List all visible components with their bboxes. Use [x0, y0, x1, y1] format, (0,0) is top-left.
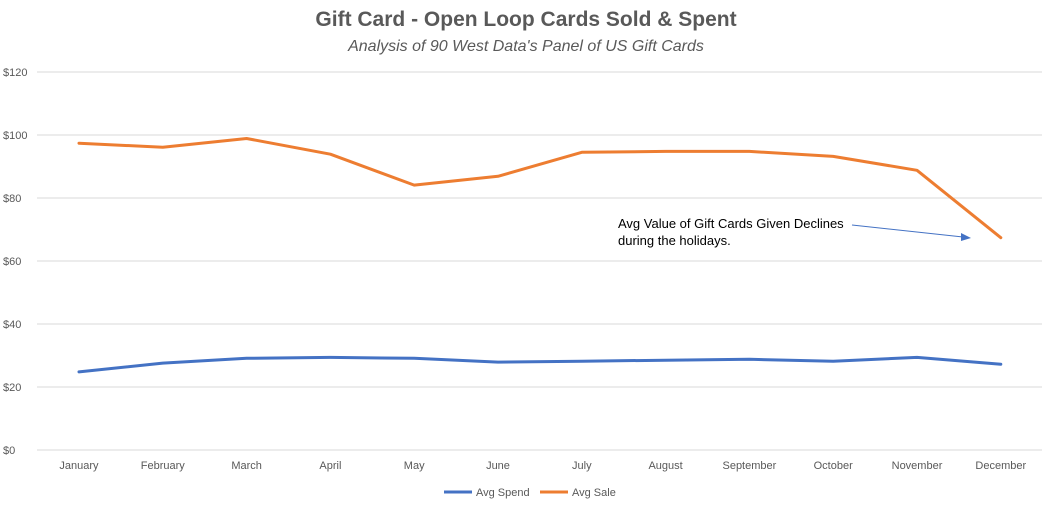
y-tick-label: $100 — [3, 130, 27, 142]
y-tick-label: $80 — [3, 193, 21, 205]
x-tick-label: May — [404, 460, 425, 472]
x-tick-label: January — [59, 460, 99, 472]
annotation-arrow — [851, 224, 964, 238]
x-tick-label: April — [319, 460, 341, 472]
x-tick-label: September — [722, 460, 776, 472]
x-tick-label: August — [648, 460, 682, 472]
annotation: Avg Value of Gift Cards Given Declines d… — [618, 216, 971, 248]
series-lines — [77, 137, 1003, 374]
x-tick-label: March — [231, 460, 262, 472]
series-line-avg-sale — [77, 137, 1003, 240]
annotation-line-2: during the holidays. — [618, 233, 731, 248]
x-tick-label: July — [572, 460, 592, 472]
series-line-avg-spend — [77, 355, 1003, 374]
x-tick-label: November — [892, 460, 943, 472]
chart-subtitle: Analysis of 90 West Data's Panel of US G… — [347, 38, 704, 55]
legend-label-avg-sale: Avg Sale — [572, 487, 616, 499]
y-axis-tick-labels: $0 $20 $40 $60 $80 $100 $120 — [3, 67, 27, 457]
legend-label-avg-spend: Avg Spend — [476, 487, 530, 499]
y-tick-label: $0 — [3, 445, 15, 457]
annotation-arrow-head — [961, 233, 971, 241]
x-axis-tick-labels: January February March April May June July Augu… — [59, 460, 1026, 472]
x-tick-label: December — [975, 460, 1026, 472]
y-tick-label: $60 — [3, 256, 21, 268]
y-tick-label: $120 — [3, 67, 27, 79]
legend: Avg Spend Avg Sale — [444, 487, 616, 499]
x-tick-label: June — [486, 460, 510, 472]
y-tick-label: $20 — [3, 382, 21, 394]
gridlines — [37, 71, 1042, 451]
annotation-line-1: Avg Value of Gift Cards Given Declines — [618, 216, 844, 231]
x-tick-label: October — [814, 460, 853, 472]
y-tick-label: $40 — [3, 319, 21, 331]
x-tick-label: February — [141, 460, 186, 472]
chart-title: Gift Card - Open Loop Cards Sold & Spent — [315, 8, 736, 31]
